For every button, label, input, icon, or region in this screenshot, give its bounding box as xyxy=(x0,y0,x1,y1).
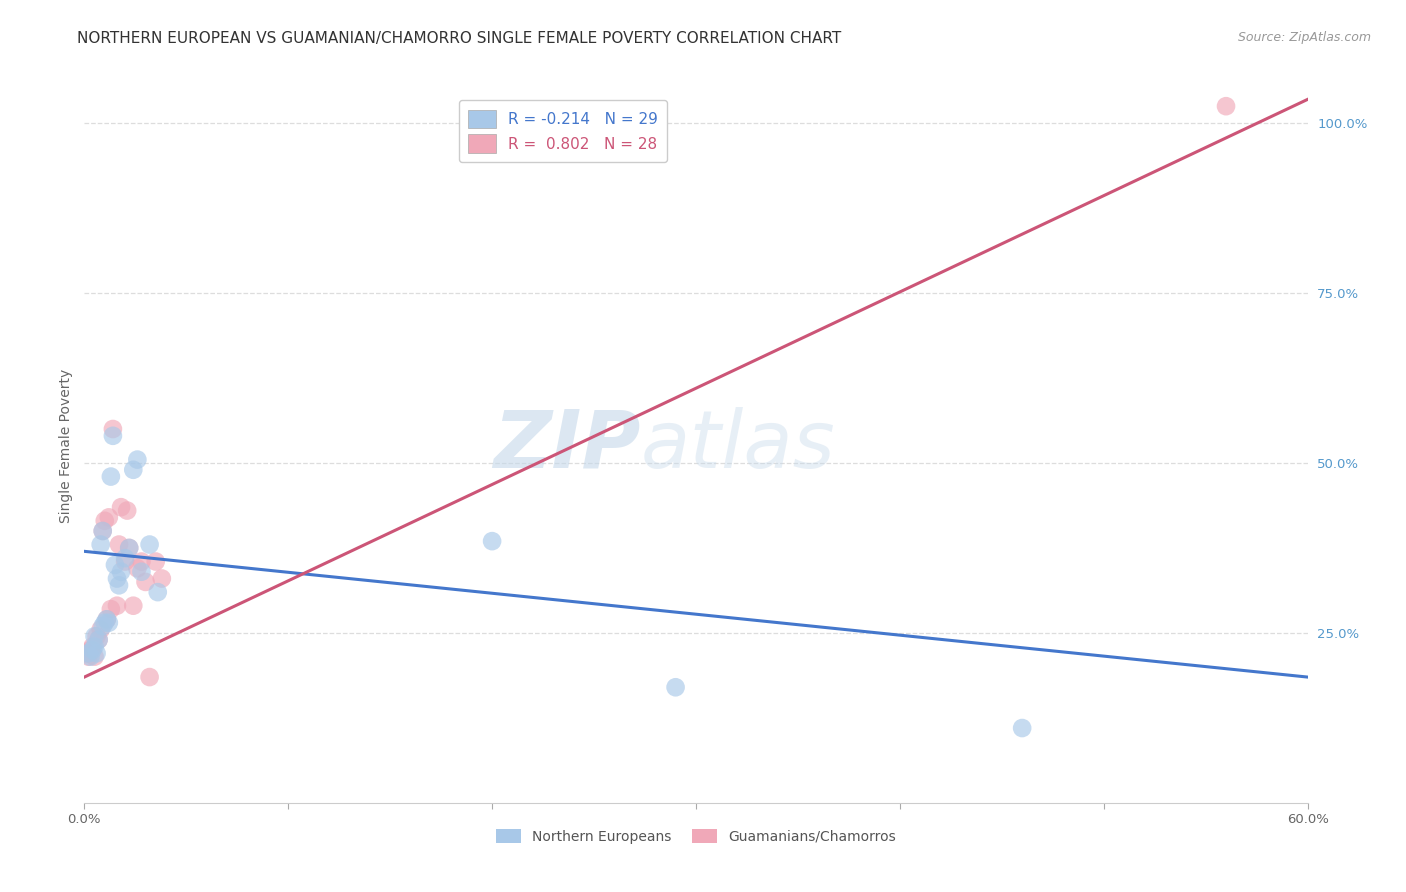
Point xyxy=(665,680,688,694)
Point xyxy=(86,629,108,643)
Point xyxy=(131,555,153,569)
Point xyxy=(1011,721,1033,735)
Point xyxy=(131,565,153,579)
Point xyxy=(1215,99,1237,113)
Point xyxy=(100,602,122,616)
Point xyxy=(86,646,108,660)
Point xyxy=(83,649,105,664)
Point xyxy=(79,649,101,664)
Point xyxy=(127,561,149,575)
Text: Source: ZipAtlas.com: Source: ZipAtlas.com xyxy=(1237,31,1371,45)
Point xyxy=(145,555,167,569)
Point xyxy=(79,643,101,657)
Legend: Northern Europeans, Guamanians/Chamorros: Northern Europeans, Guamanians/Chamorros xyxy=(491,823,901,849)
Point xyxy=(110,500,132,515)
Point xyxy=(104,558,127,572)
Point xyxy=(114,551,136,566)
Point xyxy=(83,640,105,654)
Point xyxy=(93,615,115,630)
Point xyxy=(118,541,141,555)
Point xyxy=(77,649,100,664)
Point xyxy=(138,537,160,551)
Point xyxy=(90,623,112,637)
Point xyxy=(90,537,112,551)
Point xyxy=(87,632,110,647)
Text: atlas: atlas xyxy=(641,407,835,485)
Point xyxy=(115,503,138,517)
Point xyxy=(118,541,141,555)
Point xyxy=(91,524,114,538)
Point xyxy=(127,452,149,467)
Point xyxy=(100,469,122,483)
Point xyxy=(91,524,114,538)
Point xyxy=(146,585,169,599)
Point xyxy=(110,565,132,579)
Point xyxy=(87,632,110,647)
Point xyxy=(82,643,104,657)
Point xyxy=(96,612,118,626)
Point xyxy=(122,463,145,477)
Point xyxy=(101,429,124,443)
Point xyxy=(105,599,128,613)
Point xyxy=(108,578,131,592)
Point xyxy=(97,510,120,524)
Point xyxy=(93,514,115,528)
Point xyxy=(108,537,131,551)
Point xyxy=(135,574,157,589)
Point xyxy=(97,615,120,630)
Point xyxy=(114,555,136,569)
Point xyxy=(105,572,128,586)
Point xyxy=(481,534,503,549)
Point xyxy=(83,629,105,643)
Point xyxy=(96,612,118,626)
Text: ZIP: ZIP xyxy=(494,407,641,485)
Point xyxy=(101,422,124,436)
Y-axis label: Single Female Poverty: Single Female Poverty xyxy=(59,369,73,523)
Point xyxy=(138,670,160,684)
Point xyxy=(150,572,173,586)
Text: NORTHERN EUROPEAN VS GUAMANIAN/CHAMORRO SINGLE FEMALE POVERTY CORRELATION CHART: NORTHERN EUROPEAN VS GUAMANIAN/CHAMORRO … xyxy=(77,31,842,46)
Point xyxy=(75,646,97,660)
Point xyxy=(77,646,100,660)
Point xyxy=(82,640,104,654)
Point xyxy=(91,619,114,633)
Point xyxy=(122,599,145,613)
